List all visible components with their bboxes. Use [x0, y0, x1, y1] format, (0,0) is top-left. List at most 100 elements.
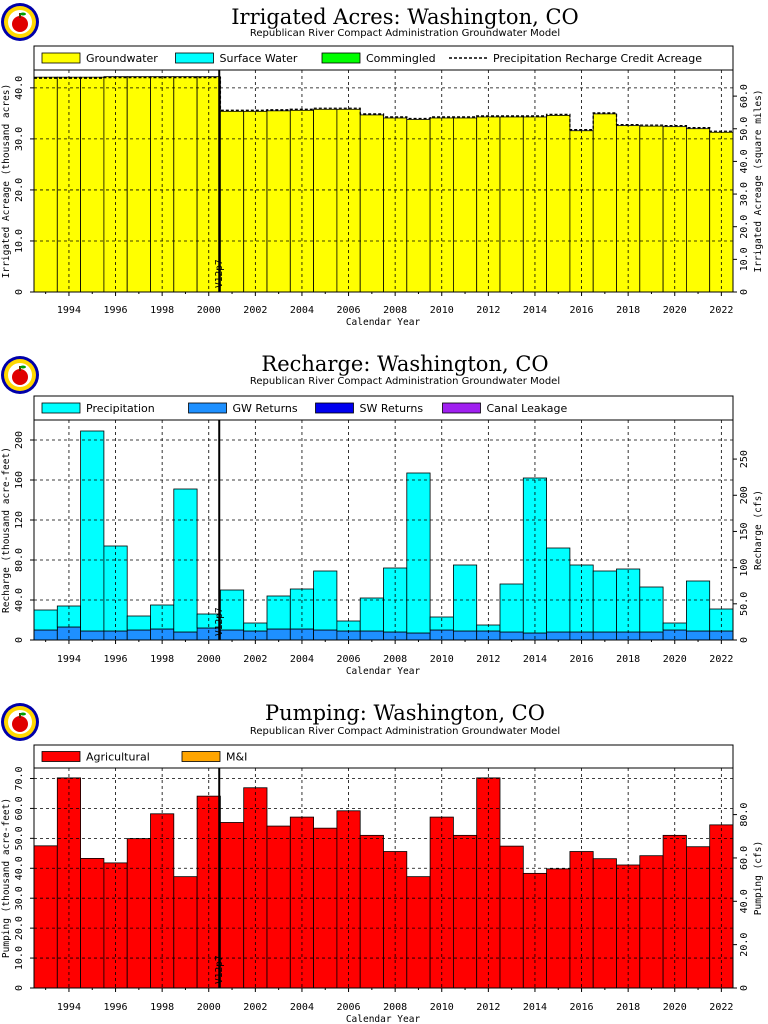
x-tick-label: 2008: [383, 1002, 407, 1013]
model-version-label: V12p7: [214, 955, 225, 984]
legend-label: Agricultural: [86, 751, 150, 764]
x-tick-label: 2006: [337, 1002, 361, 1013]
y2-tick-label: 200: [739, 486, 750, 504]
y2-tick-label: 250: [739, 450, 750, 468]
x-tick-label: 2012: [476, 305, 500, 316]
series-precipitation: [33, 430, 734, 634]
apple-leaf-icon: [20, 365, 26, 369]
bar: [639, 631, 664, 641]
legend-label: SW Returns: [360, 402, 424, 415]
y2-tick-label: 0: [739, 637, 750, 643]
x-tick-label: 2016: [570, 654, 594, 665]
chart-subtitle: Republican River Compact Administration …: [250, 28, 560, 39]
legend-label: Commingled: [366, 52, 436, 65]
y-tick-label: 0: [14, 637, 25, 643]
bar: [639, 586, 664, 633]
x-tick-label: 2016: [570, 305, 594, 316]
plot-frame: [33, 767, 734, 989]
chart-subtitle: Republican River Compact Administration …: [250, 376, 560, 387]
x-tick-label: 2022: [709, 1002, 733, 1013]
y2-tick-label: 10.0: [739, 247, 750, 271]
x-tick-label: 2002: [243, 305, 267, 316]
y2-axis-label: Pumping (cfs): [753, 841, 764, 915]
legend-swatch: [181, 751, 221, 762]
bar: [452, 117, 478, 293]
bar: [546, 115, 571, 293]
x-axis-label: Calendar Year: [346, 666, 421, 677]
bar: [266, 110, 291, 293]
x-tick-label: 2014: [523, 1002, 547, 1013]
chart-irrigated: Irrigated Acres: Washington, CORepublica…: [1, 3, 764, 328]
bar: [686, 128, 711, 293]
y-tick-label: 40.0: [14, 76, 25, 100]
y-axis-label: Recharge (thousand acre-feet): [1, 447, 12, 613]
bar: [313, 827, 338, 989]
y-tick-label: 80.0: [14, 548, 25, 572]
legend-swatch: [321, 52, 361, 64]
series-groundwater: [33, 76, 734, 293]
legend-label: Surface Water: [220, 52, 298, 65]
bar: [33, 609, 58, 631]
y2-tick-label: 30.0: [739, 182, 750, 206]
bar: [499, 631, 524, 641]
y-tick-label: 60.0: [14, 796, 25, 820]
model-version-label: V12p7: [214, 607, 225, 636]
y2-tick-label: 20.0: [739, 215, 750, 239]
bar: [313, 629, 338, 641]
bar: [33, 845, 58, 989]
bar: [592, 113, 617, 293]
x-tick-label: 1998: [150, 305, 174, 316]
bar: [173, 631, 198, 641]
x-tick-label: 1996: [104, 305, 128, 316]
y-tick-label: 30.0: [14, 127, 25, 151]
bar: [173, 876, 198, 989]
bar: [406, 632, 431, 641]
y-tick-label: 0: [14, 985, 25, 991]
y-tick-label: 120: [14, 511, 25, 529]
plot-frame: [33, 419, 734, 641]
x-tick-label: 2014: [523, 305, 547, 316]
legend-label: Groundwater: [86, 52, 158, 65]
bar: [686, 580, 711, 632]
y2-tick-label: 50.0: [739, 592, 750, 616]
bar: [592, 631, 617, 641]
x-tick-label: 2002: [243, 654, 267, 665]
apple-icon: [12, 16, 28, 32]
x-tick-label: 2004: [290, 654, 314, 665]
bar: [56, 605, 81, 628]
bar: [80, 430, 105, 632]
x-tick-label: 2018: [616, 654, 640, 665]
x-tick-label: 2000: [197, 305, 221, 316]
y2-tick-label: 60.0: [739, 846, 750, 870]
apple-icon: [12, 716, 28, 732]
x-tick-label: 1996: [104, 654, 128, 665]
legend-label: Precipitation Recharge Credit Acreage: [493, 52, 702, 65]
legend-swatch: [41, 52, 81, 64]
bar: [592, 570, 617, 633]
y-tick-label: 50.0: [14, 826, 25, 850]
legend-swatch: [315, 402, 354, 414]
bar: [592, 858, 617, 989]
y2-axis-label: Recharge (cfs): [753, 490, 764, 570]
legend-swatch: [188, 402, 227, 414]
bar: [359, 597, 384, 632]
x-tick-label: 2020: [663, 1002, 687, 1013]
bar: [686, 630, 711, 641]
x-tick-label: 2020: [663, 654, 687, 665]
x-tick-label: 1996: [104, 1002, 128, 1013]
y-tick-label: 20.0: [14, 916, 25, 940]
bar: [452, 630, 478, 641]
x-tick-label: 2000: [197, 654, 221, 665]
y2-tick-label: 100: [739, 559, 750, 577]
x-tick-label: 2004: [290, 305, 314, 316]
y-tick-label: 10.0: [14, 229, 25, 253]
x-tick-label: 2016: [570, 1002, 594, 1013]
bar: [266, 628, 291, 641]
y2-tick-label: 150: [739, 522, 750, 540]
y2-tick-label: 40.0: [739, 149, 750, 173]
bar: [406, 876, 431, 989]
bar: [406, 119, 431, 293]
y2-tick-label: 20.0: [739, 933, 750, 957]
